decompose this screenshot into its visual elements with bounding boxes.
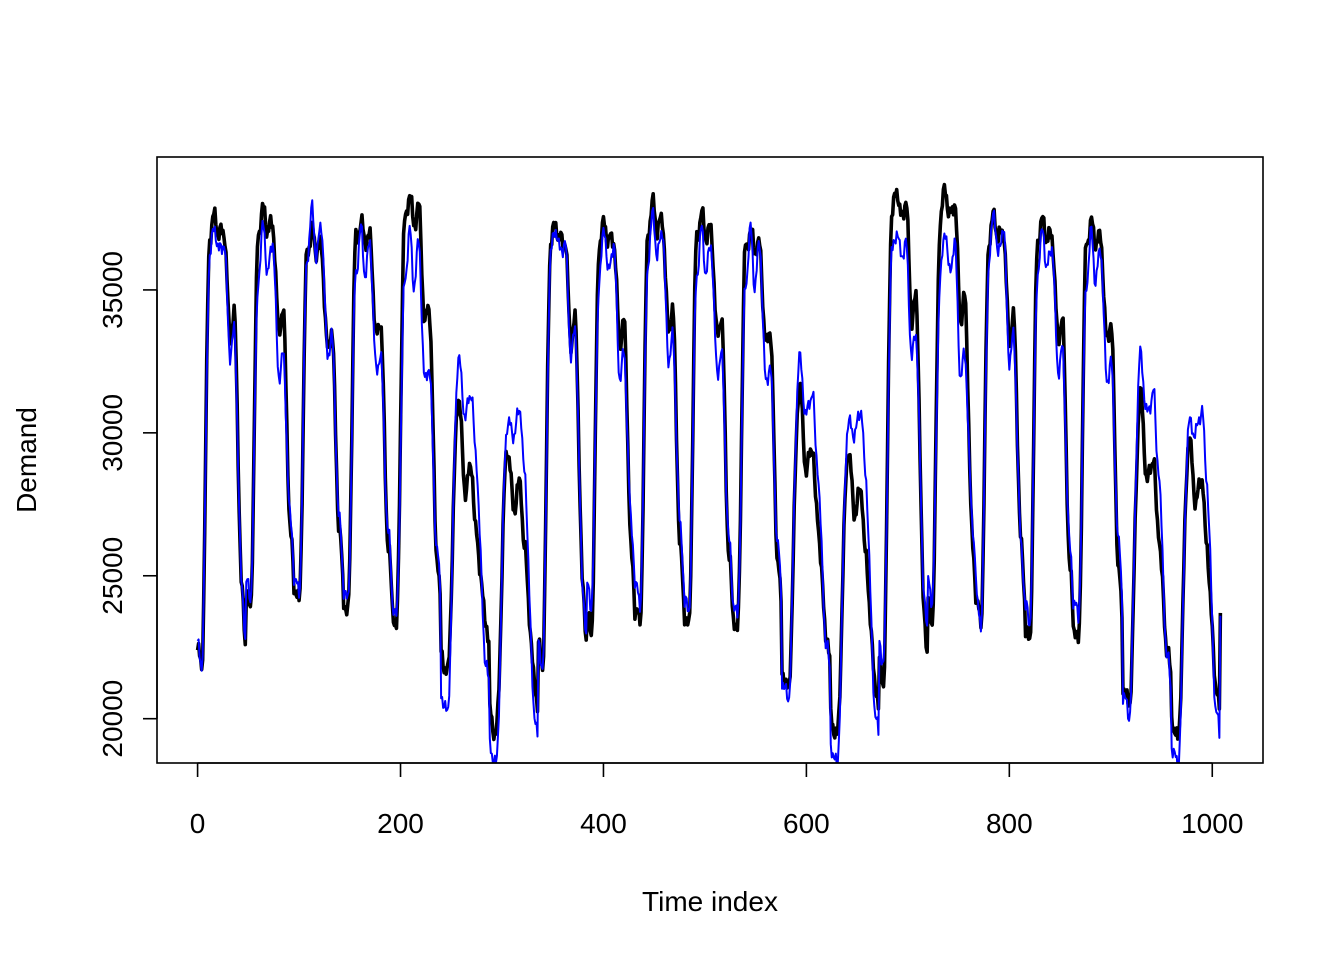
- x-tick-label: 400: [580, 808, 627, 839]
- y-axis-label: Demand: [11, 407, 42, 513]
- x-tick-label: 200: [377, 808, 424, 839]
- x-tick-label: 800: [986, 808, 1033, 839]
- x-tick-label: 1000: [1181, 808, 1243, 839]
- y-tick-label: 30000: [97, 394, 128, 472]
- y-tick-label: 35000: [97, 251, 128, 329]
- x-tick-label: 600: [783, 808, 830, 839]
- x-tick-label: 0: [190, 808, 206, 839]
- y-tick-label: 25000: [97, 537, 128, 615]
- y-tick-label: 20000: [97, 680, 128, 758]
- y-axis: 20000 25000 30000 35000: [97, 251, 158, 758]
- series-line-blue: [196, 199, 1222, 763]
- series-layer: [195, 182, 1223, 763]
- x-axis: 0 200 400 600 800 1000: [190, 762, 1243, 839]
- x-axis-label: Time index: [642, 886, 778, 917]
- series-line-black: [195, 182, 1223, 742]
